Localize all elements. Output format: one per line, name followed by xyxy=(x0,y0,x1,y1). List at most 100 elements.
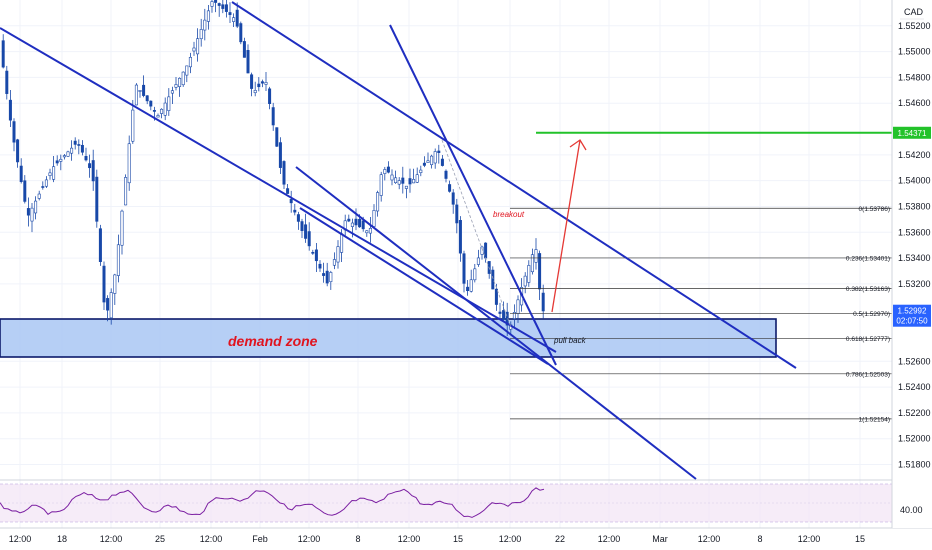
time-tick: 12:00 xyxy=(398,534,421,544)
candle-body xyxy=(12,121,16,143)
price-tick: 1.55200 xyxy=(898,21,931,31)
candle-body xyxy=(77,144,81,146)
candle-body xyxy=(181,71,185,86)
candle-body xyxy=(196,38,200,55)
candle-body xyxy=(268,88,272,104)
price-tick: 1.52400 xyxy=(898,382,931,392)
candle-body xyxy=(232,17,236,22)
price-tick: 1.53800 xyxy=(898,201,931,211)
candle-body xyxy=(55,160,59,164)
candle-body xyxy=(127,143,131,184)
svg-text:1.54371: 1.54371 xyxy=(898,129,927,138)
candle-body xyxy=(260,81,264,84)
time-tick: 18 xyxy=(57,534,67,544)
candle-body xyxy=(296,214,300,222)
time-tick: 15 xyxy=(453,534,463,544)
candle-body xyxy=(142,84,146,96)
candle-body xyxy=(451,192,455,205)
candle-body xyxy=(476,257,480,265)
currency-label: CAD xyxy=(904,7,924,17)
candle-body xyxy=(368,227,372,234)
candle-body xyxy=(426,160,430,163)
candle-body xyxy=(246,50,250,74)
time-tick: 12:00 xyxy=(598,534,621,544)
candle-body xyxy=(480,246,484,255)
candle-body xyxy=(325,270,329,284)
candle-body xyxy=(397,180,401,185)
candle-body xyxy=(163,102,167,116)
candle-body xyxy=(415,174,419,183)
candle-body xyxy=(275,127,279,147)
candle-body xyxy=(52,166,56,180)
candle-body xyxy=(192,47,196,52)
candle-body xyxy=(498,311,502,314)
channel-lower-line xyxy=(295,166,697,480)
candle-body xyxy=(48,172,52,176)
candle-body xyxy=(210,1,214,7)
candle-body xyxy=(365,230,369,234)
candle-body xyxy=(289,199,293,204)
fib-level-label: 0.382(1.53163) xyxy=(846,286,890,293)
candle-body xyxy=(253,90,257,94)
candle-body xyxy=(131,109,135,142)
price-scale[interactable]: CAD 1.552001.550001.548001.546001.542001… xyxy=(891,0,932,528)
candle-body xyxy=(156,115,160,118)
rsi-tick: 40.00 xyxy=(900,505,923,515)
candle-body xyxy=(516,299,520,314)
time-tick: 12:00 xyxy=(9,534,32,544)
candle-body xyxy=(73,140,77,145)
candle-body xyxy=(433,151,437,164)
rsi-line xyxy=(0,487,545,518)
breakout-label: breakout xyxy=(493,210,525,219)
candle-body xyxy=(444,170,448,179)
candle-body xyxy=(376,192,380,212)
candle-body xyxy=(361,220,365,230)
candle-body xyxy=(386,166,390,173)
price-tick: 1.52600 xyxy=(898,356,931,366)
candle-body xyxy=(282,161,286,185)
rsi-tick-labels: 40.00 xyxy=(900,505,923,515)
candle-body xyxy=(149,100,153,107)
candle-body xyxy=(422,162,426,166)
candle-body xyxy=(174,84,178,88)
time-tick: Mar xyxy=(652,534,668,544)
fib-level-label: 1(1.52154) xyxy=(859,416,890,423)
price-tick: 1.54600 xyxy=(898,98,931,108)
candle-body xyxy=(235,9,239,27)
candle-body xyxy=(390,174,394,181)
candle-body xyxy=(214,0,218,3)
channel-upper-parallel-line xyxy=(0,27,557,353)
candle-body xyxy=(462,253,466,284)
candle-body xyxy=(59,158,63,162)
candle-body xyxy=(145,95,149,102)
candle-body xyxy=(88,163,92,169)
time-tick: 12:00 xyxy=(200,534,223,544)
candle-body xyxy=(412,179,416,184)
candle-body xyxy=(401,177,405,184)
candle-body xyxy=(199,29,203,40)
candle-body xyxy=(80,144,84,153)
projection-arrow xyxy=(551,139,587,313)
candle-body xyxy=(394,177,398,184)
svg-text:02:07:50: 02:07:50 xyxy=(896,317,928,326)
candle-body xyxy=(23,180,27,202)
candle-body xyxy=(120,210,124,246)
candle-body xyxy=(41,186,45,188)
candle-body xyxy=(206,10,210,22)
candle-body xyxy=(70,147,74,154)
candle-body xyxy=(530,254,534,273)
demand-zone-label: demand zone xyxy=(228,333,318,349)
price-tick: 1.54200 xyxy=(898,150,931,160)
candle-body xyxy=(250,74,254,89)
candle-body xyxy=(419,169,423,173)
price-tick: 1.54800 xyxy=(898,72,931,82)
candle-body xyxy=(491,269,495,290)
candle-body xyxy=(178,77,182,87)
candle-body xyxy=(91,160,95,182)
candle-body xyxy=(358,219,362,228)
current-price-badge: 1.52992 02:07:50 xyxy=(893,304,931,327)
candle-body xyxy=(484,242,488,259)
candle-body xyxy=(541,292,545,312)
candle-body xyxy=(34,200,38,214)
